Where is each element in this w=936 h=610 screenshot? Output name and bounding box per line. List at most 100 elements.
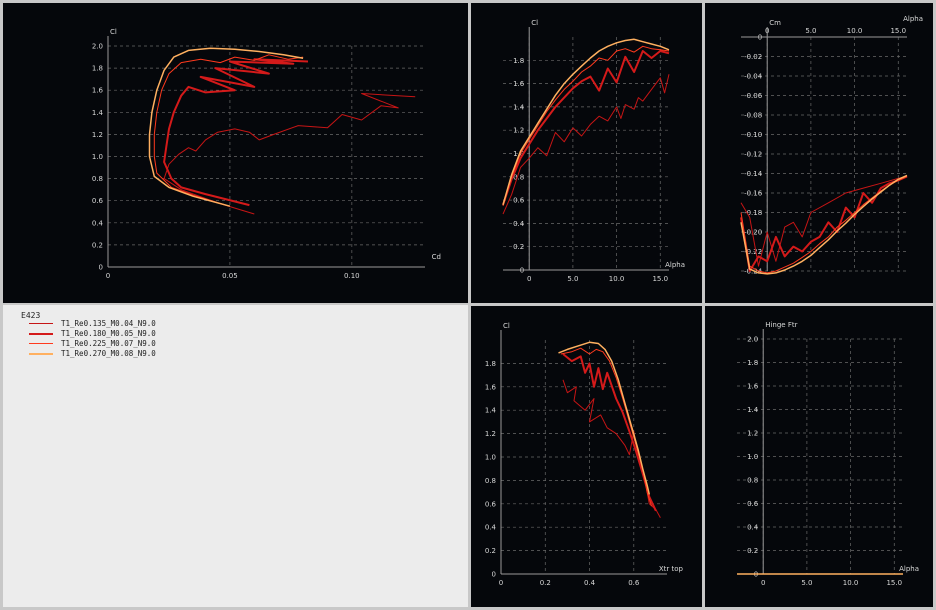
y-tick-label: 0.6 xyxy=(92,197,104,205)
y-tick-label: 1.0 xyxy=(747,453,758,461)
x-tick-label: 0.6 xyxy=(628,579,640,587)
y-tick-label: 0.2 xyxy=(513,243,524,251)
y-tick-label: 0.4 xyxy=(747,524,759,532)
y-tick-label: 0.8 xyxy=(485,477,496,485)
x-tick-label: 15.0 xyxy=(652,275,668,283)
y-tick-label: 1.6 xyxy=(92,87,104,95)
y-tick-label: 1.2 xyxy=(485,430,496,438)
y-tick-label: 0.4 xyxy=(92,219,104,227)
series-line xyxy=(163,58,309,207)
hinge-alpha-panel[interactable]: 00.20.40.60.81.01.21.41.61.82.005.010.01… xyxy=(705,306,933,607)
y-axis-label: Cm xyxy=(769,19,781,27)
y-tick-label: 0.4 xyxy=(513,220,525,228)
x-tick-label: 0.4 xyxy=(584,579,596,587)
y-tick-label: 0.8 xyxy=(92,175,103,183)
legend-panel: E423 T1_Re0.135_M0.04_N9.0 T1_Re0.180_M0… xyxy=(3,305,468,607)
y-tick-label: 1.8 xyxy=(747,359,758,367)
x-tick-label: 0 xyxy=(761,579,765,587)
series-line xyxy=(562,353,657,512)
series-line xyxy=(502,38,670,206)
x-tick-label: 5.0 xyxy=(805,27,816,35)
x-tick-label: 10.0 xyxy=(843,579,859,587)
cm-alpha-panel[interactable]: 0-0.02-0.04-0.06-0.08-0.10-0.12-0.14-0.1… xyxy=(705,3,933,303)
cm-alpha-chart: 0-0.02-0.04-0.06-0.08-0.10-0.12-0.14-0.1… xyxy=(740,15,923,276)
y-tick-label: 0 xyxy=(99,264,103,272)
legend-label: T1_Re0.225_M0.07_N9.0 xyxy=(61,339,156,348)
y-tick-label: 1.8 xyxy=(92,65,103,73)
legend-label: T1_Re0.270_M0.08_N9.0 xyxy=(61,349,156,358)
y-tick-label: 1.0 xyxy=(92,153,103,161)
y-tick-label: 2.0 xyxy=(92,43,103,51)
legend-label: T1_Re0.135_M0.04_N9.0 xyxy=(61,319,156,328)
y-tick-label: 1.8 xyxy=(485,360,496,368)
y-tick-label: 1.8 xyxy=(513,57,524,65)
x-tick-label: 15.0 xyxy=(886,579,902,587)
legend-item[interactable]: T1_Re0.270_M0.08_N9.0 xyxy=(29,349,229,359)
y-axis-label: Hinge Ftr xyxy=(765,321,797,329)
x-axis-label: Alpha xyxy=(903,15,923,23)
x-tick-label: 5.0 xyxy=(567,275,578,283)
x-tick-label: 15.0 xyxy=(890,27,906,35)
x-tick-label: 0 xyxy=(106,272,110,280)
x-tick-label: 0.2 xyxy=(540,579,551,587)
y-tick-label: 1.6 xyxy=(485,383,497,391)
y-axis-label: Cl xyxy=(503,322,510,330)
series-line xyxy=(148,47,304,207)
cl-alpha-chart: 00.20.40.60.81.01.21.41.61.805.010.015.0… xyxy=(502,19,685,283)
y-tick-label: 1.0 xyxy=(485,454,496,462)
legend-swatch xyxy=(29,353,53,355)
cl-alpha-panel[interactable]: 00.20.40.60.81.01.21.41.61.805.010.015.0… xyxy=(471,3,702,303)
legend-label: T1_Re0.180_M0.05_N9.0 xyxy=(61,329,156,338)
y-tick-label: 0.2 xyxy=(485,547,496,555)
y-tick-label: 0.8 xyxy=(513,173,524,181)
legend-item[interactable]: T1_Re0.135_M0.04_N9.0 xyxy=(29,319,229,329)
x-axis-label: Cd xyxy=(432,253,441,261)
series-line xyxy=(558,341,651,495)
series-line xyxy=(740,174,908,275)
y-tick-label: 2.0 xyxy=(747,336,758,344)
y-tick-label: 1.2 xyxy=(747,430,758,438)
x-axis-label: Alpha xyxy=(899,565,919,573)
x-tick-label: 0.10 xyxy=(344,272,360,280)
y-tick-label: -0.20 xyxy=(744,229,762,237)
x-tick-label: 5.0 xyxy=(801,579,812,587)
series-line xyxy=(560,347,652,507)
y-tick-label: 1.4 xyxy=(92,109,104,117)
y-tick-label: -0.02 xyxy=(744,53,762,61)
series-line xyxy=(153,54,304,207)
y-tick-label: 0.4 xyxy=(485,524,497,532)
legend-swatch xyxy=(29,323,53,324)
legend-item[interactable]: T1_Re0.180_M0.05_N9.0 xyxy=(29,329,229,339)
cl-cd-panel[interactable]: 0 0.2 0.4 0.6 0.8 1.0 1.2 1.4 1.6 1.8 2.0 0 0.05 0.10… xyxy=(3,3,468,303)
cl-xtr-chart: 0 0.2 0.4 0.6 0.8 1.0 1.2 1.4 1.6 1.8 0 0.2 0.4 0.6 Cl… xyxy=(485,322,684,587)
series-line xyxy=(163,93,416,215)
x-tick-label: 10.0 xyxy=(609,275,625,283)
series-line xyxy=(502,45,670,207)
x-axis-label: Alpha xyxy=(665,261,685,269)
series-line xyxy=(740,175,908,267)
hinge-alpha-chart: 00.20.40.60.81.01.21.41.61.82.005.010.01… xyxy=(737,321,919,587)
cl-xtr-panel[interactable]: 0 0.2 0.4 0.6 0.8 1.0 1.2 1.4 1.6 1.8 0 0.2 0.4 0.6 Cl… xyxy=(471,306,702,607)
y-tick-label: 0.2 xyxy=(747,547,758,555)
legend-item[interactable]: T1_Re0.225_M0.07_N9.0 xyxy=(29,339,229,349)
y-tick-label: -0.10 xyxy=(744,131,762,139)
y-tick-label: 1.6 xyxy=(747,383,759,391)
y-tick-label: 0.2 xyxy=(92,241,103,249)
y-tick-label: 1.0 xyxy=(513,150,524,158)
x-tick-label: 0 xyxy=(499,579,503,587)
cl-cd-chart: 0 0.2 0.4 0.6 0.8 1.0 1.2 1.4 1.6 1.8 2.0 0 0.05 0.10… xyxy=(92,28,441,280)
y-tick-label: 1.2 xyxy=(513,127,524,135)
y-tick-label: -0.04 xyxy=(744,73,763,81)
airfoil-name: E423 xyxy=(21,311,41,320)
y-tick-label: 1.4 xyxy=(485,407,497,415)
y-tick-label: 0 xyxy=(492,571,496,579)
y-axis-label: Cl xyxy=(110,28,117,36)
series-line xyxy=(502,50,670,206)
y-tick-label: -0.06 xyxy=(744,92,763,100)
series-line xyxy=(502,74,670,215)
x-tick-label: 10.0 xyxy=(847,27,863,35)
x-tick-label: 0 xyxy=(527,275,531,283)
y-tick-label: 1.6 xyxy=(513,80,525,88)
y-tick-label: -0.22 xyxy=(744,248,762,256)
y-tick-label: 1.2 xyxy=(92,131,103,139)
